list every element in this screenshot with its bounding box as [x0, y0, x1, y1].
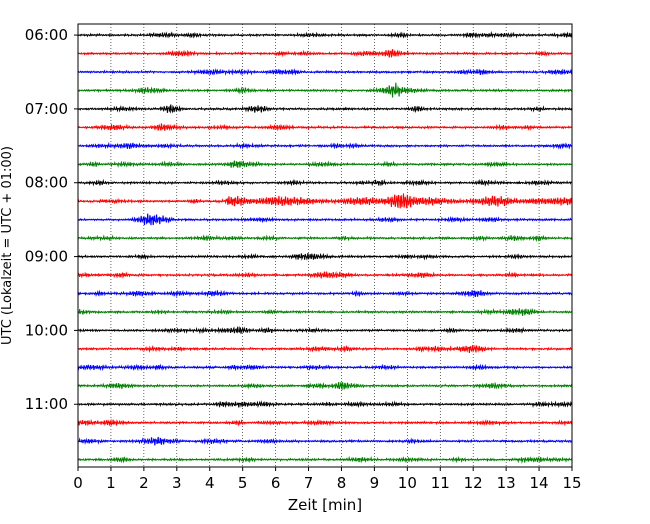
y-tick-label: 11:00 [25, 395, 68, 413]
y-tick-label: 09:00 [25, 248, 68, 266]
trace-line [77, 363, 573, 372]
trace-line [77, 326, 573, 335]
trace-line [77, 381, 573, 391]
trace-line [77, 160, 573, 169]
trace-line [77, 104, 573, 114]
trace-line [77, 289, 573, 298]
trace-line [77, 123, 573, 132]
trace-line [77, 418, 573, 427]
x-tick-label: 3 [172, 474, 182, 492]
x-tick-label: 2 [139, 474, 149, 492]
trace-line [77, 436, 573, 446]
trace-line [77, 49, 573, 59]
x-tick-label: 5 [238, 474, 248, 492]
trace-line [77, 30, 573, 39]
x-tick-label: 15 [562, 474, 581, 492]
x-tick-label: 11 [431, 474, 450, 492]
trace-line [77, 82, 573, 98]
trace-line [77, 455, 573, 464]
x-tick-label: 10 [398, 474, 417, 492]
y-tick-label: 07:00 [25, 100, 68, 118]
x-tick-label: 9 [370, 474, 380, 492]
y-axis-label: UTC (Lokalzeit = UTC + 01:00) [0, 146, 15, 345]
trace-line [77, 68, 573, 76]
x-tick-label: 14 [530, 474, 549, 492]
trace-line [77, 234, 573, 243]
x-tick-label: 1 [106, 474, 116, 492]
x-tick-label: 13 [497, 474, 516, 492]
y-tick-label: 08:00 [25, 174, 68, 192]
trace-line [77, 141, 573, 150]
y-tick-label: 06:00 [25, 26, 68, 44]
trace-line [77, 308, 573, 317]
x-axis-label: Zeit [min] [288, 496, 362, 514]
trace-line [77, 193, 573, 209]
x-tick-label: 12 [464, 474, 483, 492]
x-tick-label: 0 [73, 474, 83, 492]
trace-line [77, 344, 573, 353]
x-tick-label: 7 [304, 474, 314, 492]
x-tick-label: 8 [337, 474, 347, 492]
trace-line [77, 252, 573, 261]
trace-line [77, 213, 573, 226]
trace-line [77, 270, 573, 279]
trace-line [77, 178, 573, 187]
trace-line [77, 400, 573, 409]
y-tick-label: 10:00 [25, 321, 68, 339]
x-tick-label: 4 [205, 474, 215, 492]
x-tick-label: 6 [271, 474, 281, 492]
plot-frame [77, 23, 573, 468]
